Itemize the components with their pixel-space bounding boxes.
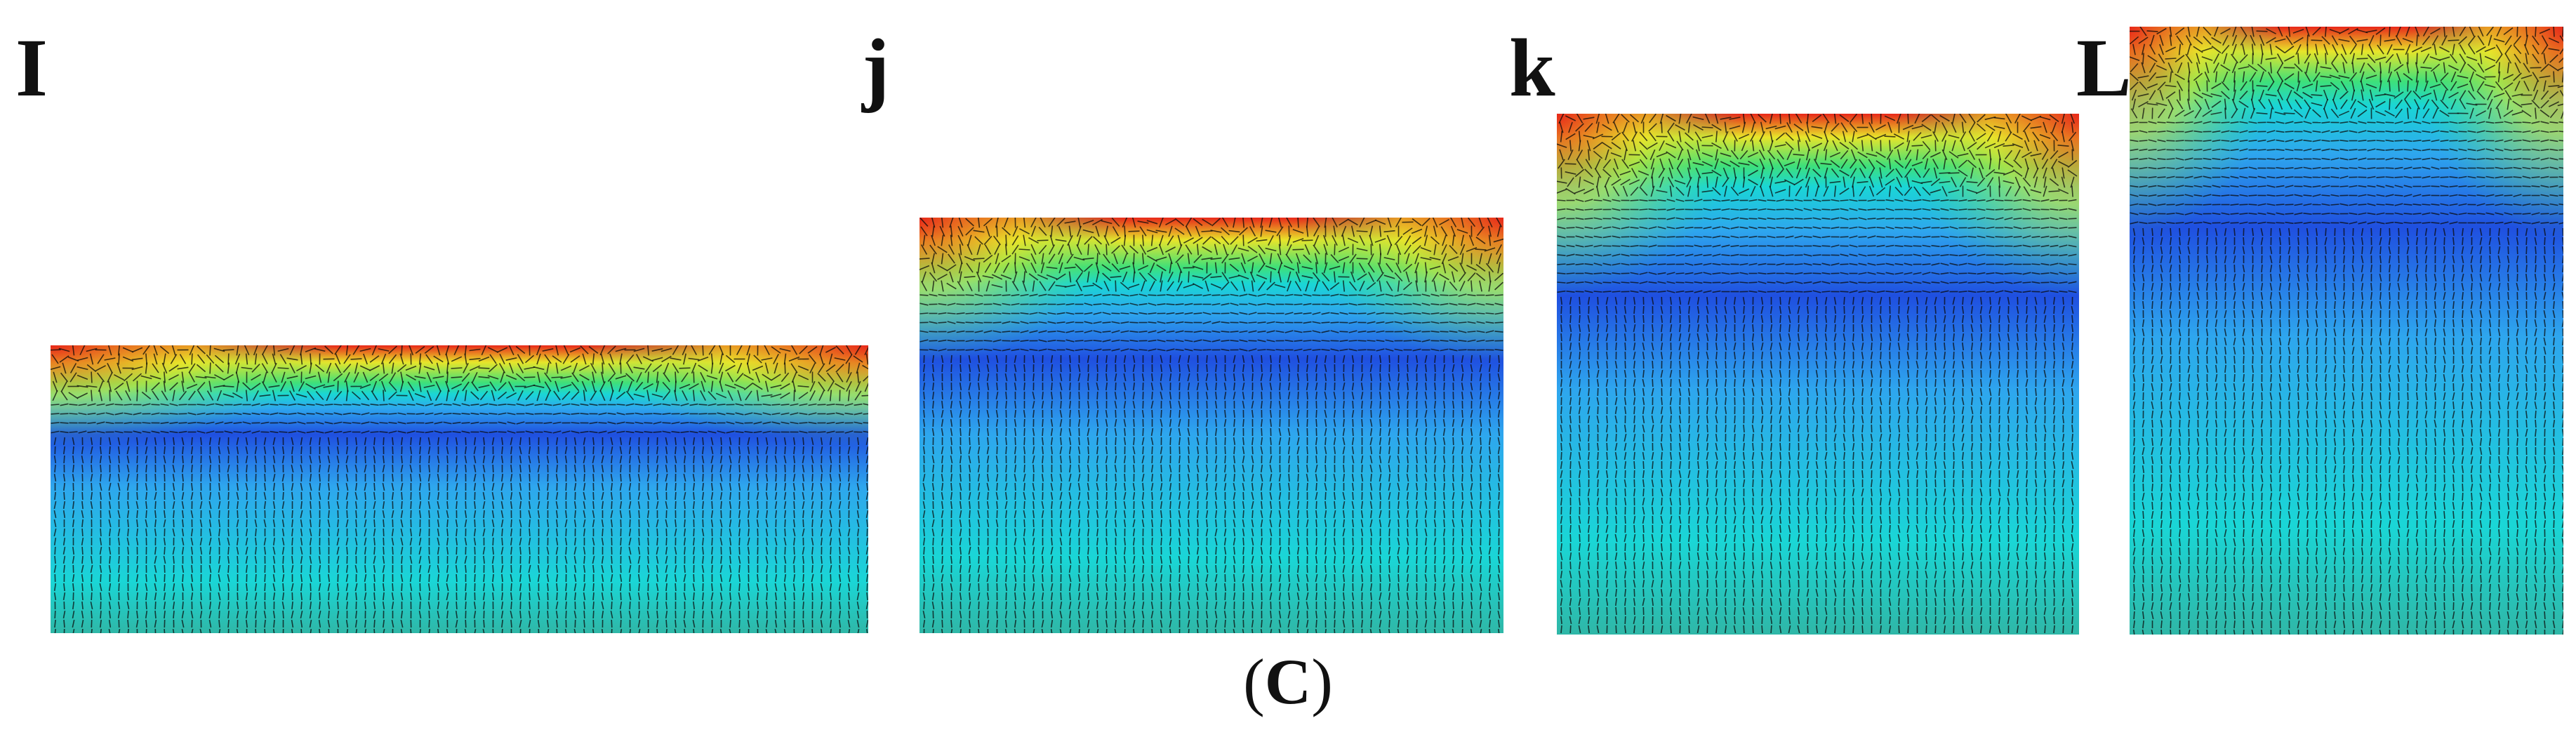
warm-corner-overlay xyxy=(51,345,868,633)
velocity-arrows xyxy=(51,345,868,633)
flow-field-panel-j xyxy=(919,218,1503,633)
flow-field-panel-l xyxy=(2130,27,2563,635)
panel-label-i: I xyxy=(15,22,48,114)
panel-label-j: j xyxy=(862,22,890,114)
caption-close-paren: ) xyxy=(1311,646,1333,717)
warm-corner-overlay xyxy=(2130,27,2563,635)
caption-label: C xyxy=(1264,646,1312,717)
flow-field-l xyxy=(2130,27,2563,635)
flow-field-panel-k xyxy=(1557,114,2079,635)
warm-corner-overlay xyxy=(1557,114,2079,635)
velocity-arrows xyxy=(1557,114,2078,634)
panel-label-l: L xyxy=(2076,22,2132,114)
flow-field-j xyxy=(919,218,1503,633)
panel-label-k: k xyxy=(1509,22,1555,114)
velocity-arrows xyxy=(919,218,1503,633)
figure-caption: (C) xyxy=(0,644,2576,719)
caption-open-paren: ( xyxy=(1243,646,1265,717)
flow-field-panel-i xyxy=(51,345,868,633)
flow-field-k xyxy=(1557,114,2079,635)
flow-field-i xyxy=(51,345,868,633)
velocity-arrows xyxy=(2130,27,2563,635)
